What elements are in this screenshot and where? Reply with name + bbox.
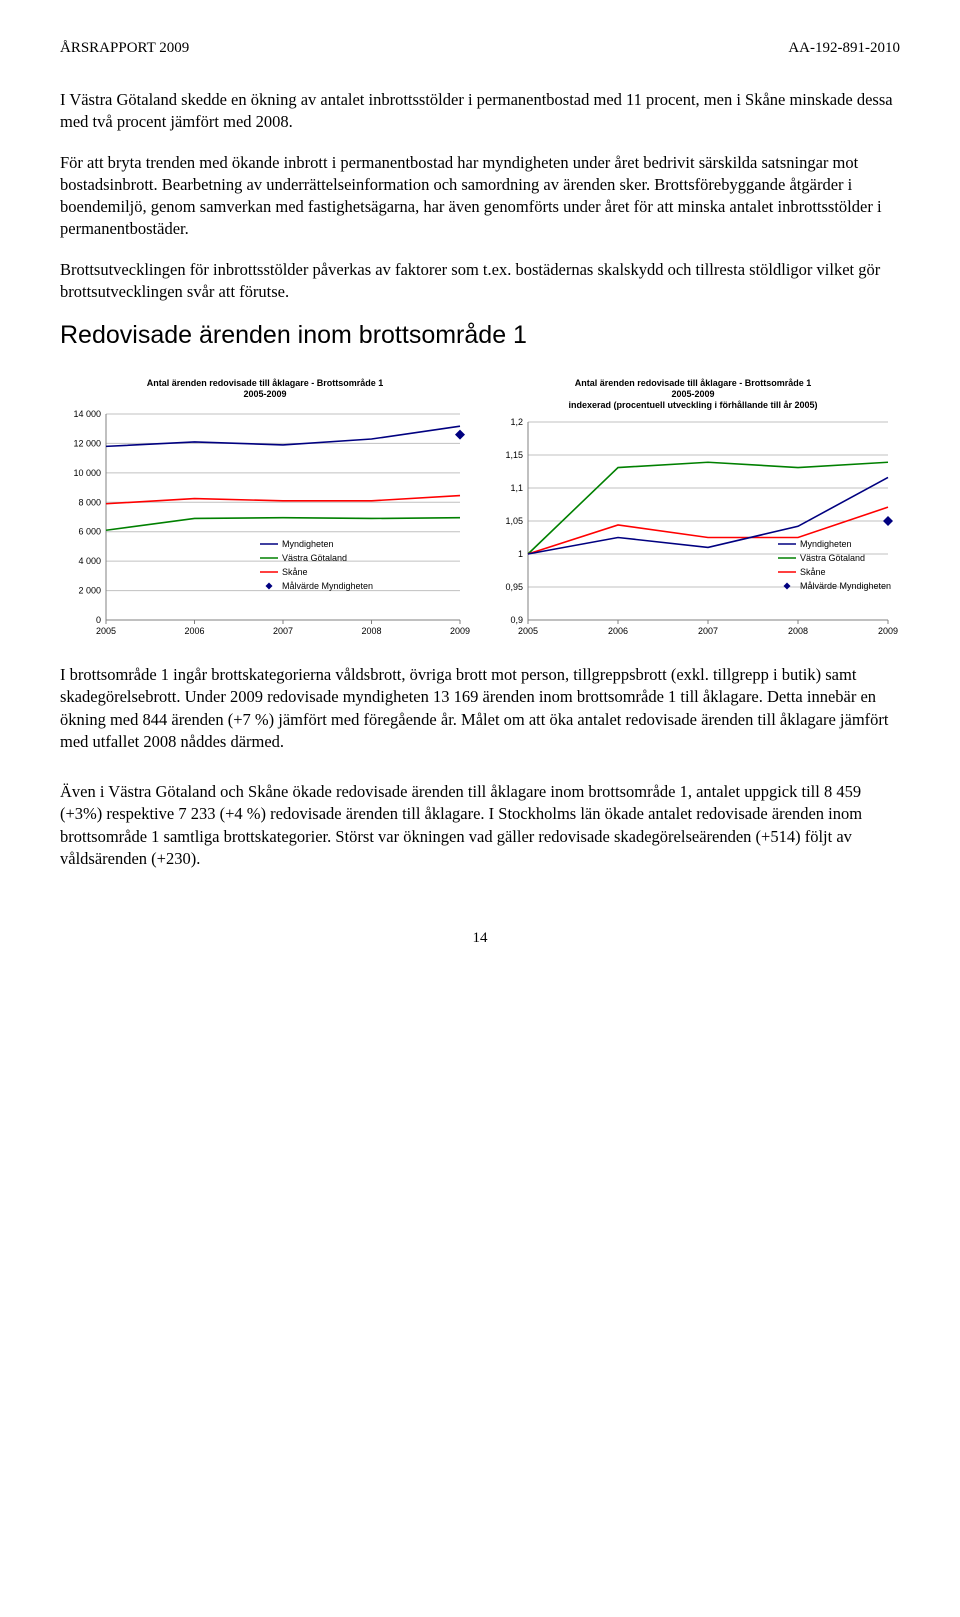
svg-text:8 000: 8 000 [78,497,101,507]
svg-text:Myndigheten: Myndigheten [800,539,852,549]
chart-right-container: Antal ärenden redovisade till åklagare -… [488,374,900,644]
paragraph-3: Brottsutvecklingen för inbrottsstölder p… [60,259,900,304]
svg-text:2008: 2008 [361,626,381,636]
chart-right: Antal ärenden redovisade till åklagare -… [488,374,898,644]
svg-text:12 000: 12 000 [73,439,101,449]
chart-left: Antal ärenden redovisade till åklagare -… [60,374,470,644]
paragraph-4: I brottsområde 1 ingår brottskategoriern… [60,664,900,753]
svg-text:Målvärde Myndigheten: Målvärde Myndigheten [800,581,891,591]
svg-text:Antal ärenden redovisade till: Antal ärenden redovisade till åklagare -… [575,378,812,388]
page-header: ÅRSRAPPORT 2009 AA-192-891-2010 [60,40,900,57]
svg-text:Västra Götaland: Västra Götaland [800,553,865,563]
svg-text:Skåne: Skåne [800,567,826,577]
svg-text:Västra Götaland: Västra Götaland [282,553,347,563]
chart-left-container: Antal ärenden redovisade till åklagare -… [60,374,472,644]
paragraph-5: Även i Västra Götaland och Skåne ökade r… [60,781,900,870]
svg-text:2008: 2008 [788,626,808,636]
charts-row: Antal ärenden redovisade till åklagare -… [60,374,900,644]
svg-text:2006: 2006 [184,626,204,636]
svg-text:1,1: 1,1 [510,483,523,493]
svg-text:0,95: 0,95 [505,582,523,592]
svg-text:1,15: 1,15 [505,450,523,460]
svg-text:2007: 2007 [698,626,718,636]
svg-text:1: 1 [518,549,523,559]
svg-text:10 000: 10 000 [73,468,101,478]
svg-text:1,2: 1,2 [510,417,523,427]
header-right: AA-192-891-2010 [788,40,900,57]
svg-text:14 000: 14 000 [73,409,101,419]
paragraph-2: För att bryta trenden med ökande inbrott… [60,152,900,241]
svg-text:2007: 2007 [273,626,293,636]
svg-text:2005: 2005 [518,626,538,636]
svg-text:2006: 2006 [608,626,628,636]
svg-text:0,9: 0,9 [510,615,523,625]
section-title: Redovisade ärenden inom brottsområde 1 [60,321,900,350]
svg-text:2009: 2009 [878,626,898,636]
svg-text:2005-2009: 2005-2009 [671,389,714,399]
svg-text:2005: 2005 [96,626,116,636]
svg-text:Myndigheten: Myndigheten [282,539,334,549]
svg-text:2009: 2009 [450,626,470,636]
svg-text:Målvärde Myndigheten: Målvärde Myndigheten [282,581,373,591]
paragraph-1: I Västra Götaland skedde en ökning av an… [60,89,900,134]
header-left: ÅRSRAPPORT 2009 [60,40,189,57]
svg-text:1,05: 1,05 [505,516,523,526]
svg-text:4 000: 4 000 [78,556,101,566]
svg-text:0: 0 [96,615,101,625]
page-number: 14 [60,930,900,947]
svg-text:Antal ärenden redovisade till: Antal ärenden redovisade till åklagare -… [147,378,384,388]
svg-text:indexerad (procentuell utveckl: indexerad (procentuell utveckling i förh… [568,400,817,410]
svg-text:Skåne: Skåne [282,567,308,577]
svg-text:2005-2009: 2005-2009 [243,389,286,399]
svg-text:6 000: 6 000 [78,527,101,537]
svg-text:2 000: 2 000 [78,586,101,596]
